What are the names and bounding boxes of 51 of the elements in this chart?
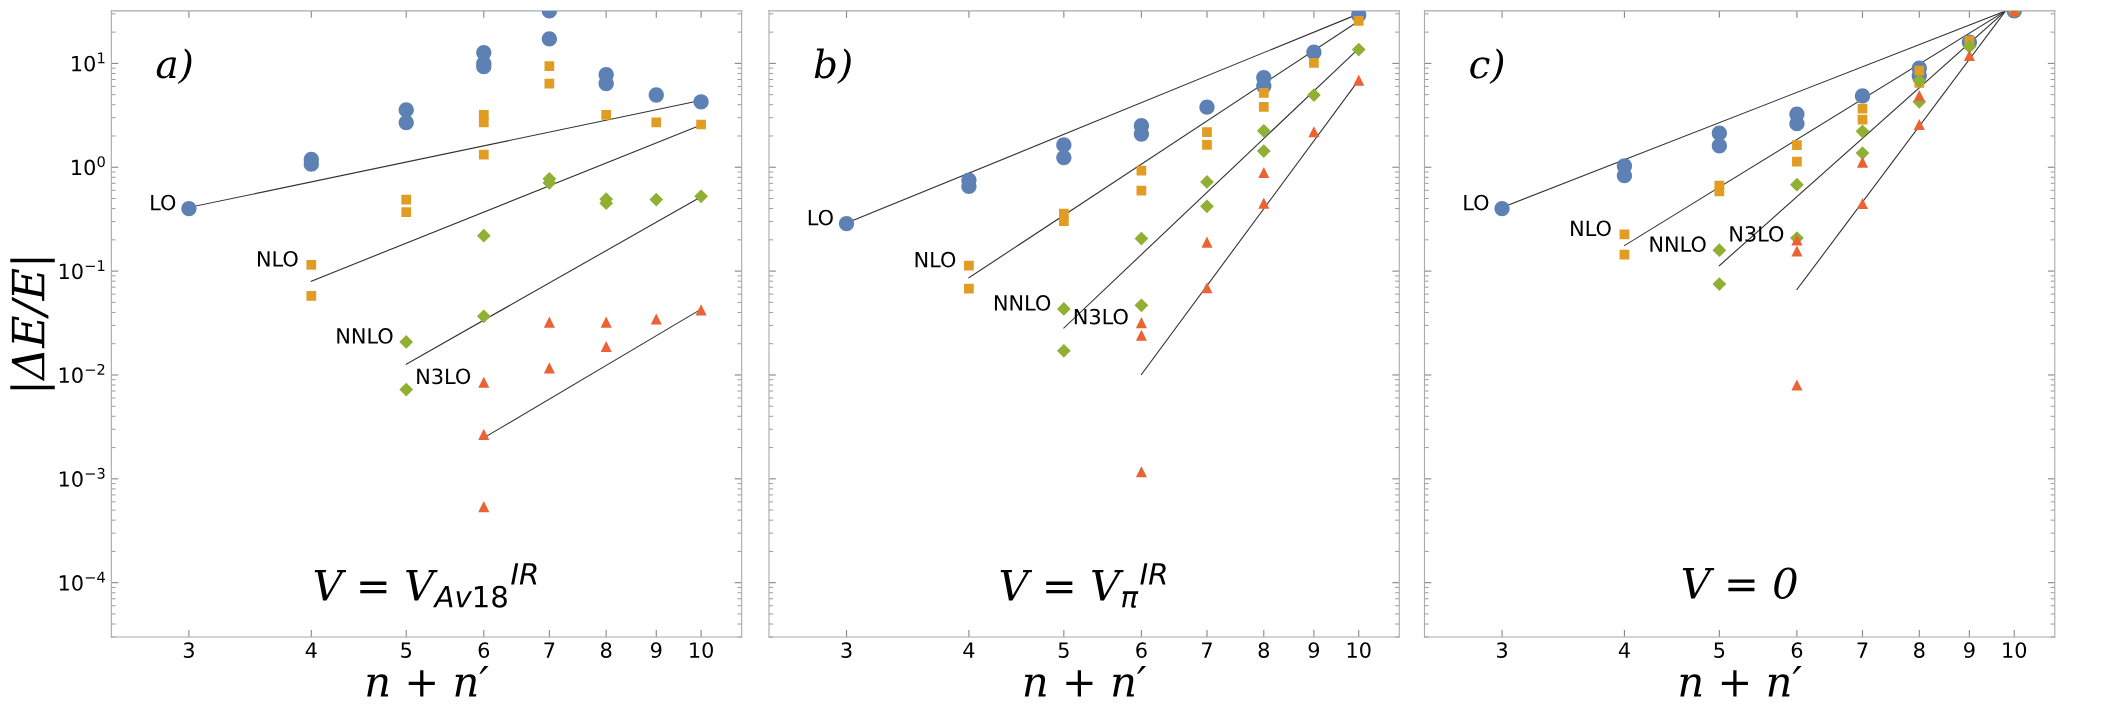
x-tick-label: 9 — [650, 642, 662, 658]
series-label: N3LO — [417, 368, 471, 385]
x-axis-title: n + n′ — [367, 666, 489, 697]
series-label: NLO — [915, 251, 956, 268]
x-tick-label: 4 — [963, 642, 975, 658]
series-label: LO — [151, 194, 176, 211]
series-label: NNLO — [1650, 236, 1706, 253]
x-tick-label: 9 — [1308, 642, 1320, 658]
y-axis-title: |ΔE/E| — [10, 258, 55, 390]
x-tick-label: 10 — [690, 642, 713, 658]
series-label: NLO — [258, 250, 298, 267]
y-tick-label: 10$^{−1}$ — [59, 260, 105, 280]
series-label: NNLO — [994, 295, 1051, 311]
x-tick-label: 8 — [600, 642, 612, 658]
series-label: LO — [1464, 194, 1489, 211]
x-tick-label: 8 — [1258, 642, 1269, 658]
x-tick-label: 3 — [841, 642, 852, 658]
x-tick-label: 5 — [401, 642, 412, 658]
x-tick-label: 4 — [305, 642, 317, 658]
x-axis-title: n + n′ — [1680, 666, 1802, 697]
x-tick-label: 5 — [1714, 642, 1725, 658]
x-tick-label: 9 — [1964, 642, 1975, 658]
x-tick-label: 3 — [1497, 642, 1507, 658]
x-tick-label: 3 — [183, 642, 194, 658]
text: b) — [814, 48, 851, 85]
annotation: V = V$_{π}$$^{IR}$ — [1000, 563, 1166, 608]
x-tick-label: 10 — [1347, 642, 1371, 658]
x-tick-label: 10 — [2003, 642, 2027, 658]
annotation: V = V$_{Av18}$$^{IR}$ — [314, 563, 537, 608]
y-tick-label: 10$^{−4}$ — [59, 571, 105, 591]
text: a) — [156, 48, 192, 85]
x-axis-title: n + n′ — [1024, 666, 1147, 697]
x-tick-label: 6 — [1136, 642, 1147, 658]
y-tick-label: 10$^{−2}$ — [59, 363, 105, 384]
x-tick-label: 7 — [1202, 642, 1212, 658]
series-label: NNLO — [337, 328, 393, 344]
y-tick-label: 10$^{0}$ — [72, 156, 105, 176]
series-label: LO — [808, 209, 833, 226]
x-tick-label: 8 — [1914, 642, 1925, 658]
y-tick-label: 10$^{−3}$ — [59, 467, 105, 487]
text: c) — [1470, 48, 1504, 85]
x-tick-label: 5 — [1058, 642, 1069, 658]
x-tick-label: 6 — [1791, 642, 1803, 658]
series-label: NLO — [1571, 220, 1611, 237]
x-tick-label: 4 — [1618, 642, 1630, 658]
x-tick-label: 6 — [478, 642, 490, 658]
x-tick-label: 7 — [1857, 642, 1868, 658]
x-tick-label: 7 — [544, 642, 555, 658]
series-label: N3LO — [1074, 308, 1128, 325]
y-tick-label: 10$^{1}$ — [72, 52, 105, 72]
annotation: V = 0 — [1682, 567, 1797, 599]
